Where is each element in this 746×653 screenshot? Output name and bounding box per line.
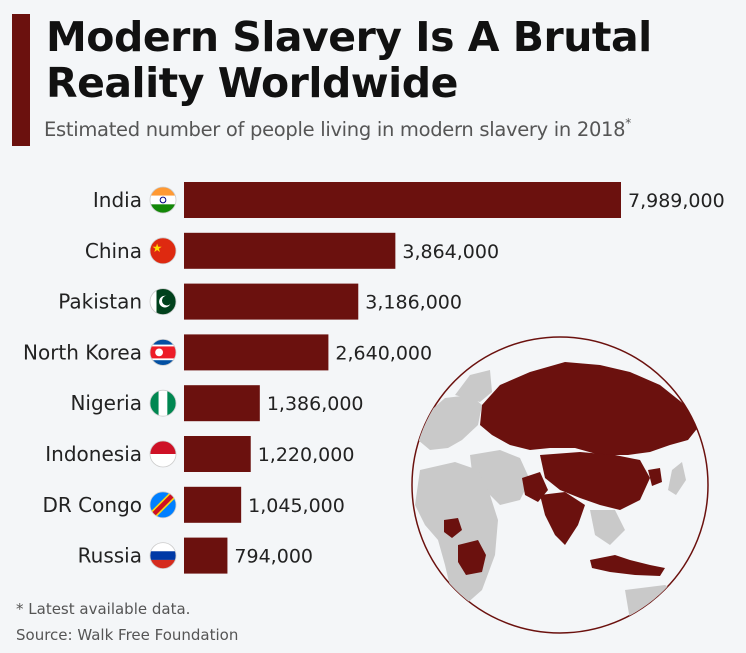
china-flag-icon: ★: [149, 237, 177, 265]
map-land-nigeria: [444, 518, 462, 538]
bar-row: Russia 794,000: [78, 537, 313, 574]
value-label: 3,186,000: [365, 292, 462, 314]
subtitle-text: Estimated number of people living in mod…: [44, 118, 626, 141]
north-korea-flag-icon: [149, 338, 177, 366]
map-land-europe: [418, 395, 482, 450]
value-label: 7,989,000: [628, 190, 725, 212]
map-land-southeast-asia: [590, 510, 625, 545]
map-land-scandinavia: [455, 370, 492, 402]
category-label: Indonesia: [45, 442, 142, 466]
value-label: 1,386,000: [267, 393, 364, 415]
map-land-russia: [480, 362, 700, 455]
bar: [184, 283, 359, 320]
chart-subtitle: Estimated number of people living in mod…: [44, 116, 631, 141]
value-label: 2,640,000: [335, 342, 432, 364]
russia-flag-icon: [149, 542, 177, 569]
dr-congo-flag-icon: [149, 491, 177, 519]
bar-row: India 7,989,000: [93, 182, 725, 218]
bar-row: North Korea 2,640,000: [23, 334, 432, 371]
map-land-indonesia: [590, 555, 665, 576]
footnote: * Latest available data.: [16, 600, 191, 618]
bar: [184, 334, 329, 371]
bar-row: DR Congo 1,045,000: [43, 486, 345, 523]
svg-text:★: ★: [152, 241, 162, 255]
bar: [184, 537, 228, 574]
bar-row: Pakistan 3,186,000: [58, 283, 462, 320]
map-land-north-korea: [648, 468, 662, 486]
map-land-pakistan: [522, 472, 548, 502]
bar: [184, 436, 251, 472]
value-label: 1,045,000: [248, 495, 345, 517]
bar-row: China ★ 3,864,000: [85, 232, 499, 269]
value-label: 794,000: [234, 546, 313, 568]
map-land-japan: [668, 462, 686, 495]
map-land-middle-east: [470, 450, 530, 505]
category-label: India: [93, 188, 142, 212]
indonesia-flag-icon: [149, 440, 177, 468]
bar-row: Nigeria 1,386,000: [70, 385, 364, 422]
map-land-china: [540, 452, 650, 510]
value-label: 1,220,000: [258, 444, 355, 466]
title-accent-bar: [12, 14, 30, 146]
bar: [184, 232, 396, 269]
bar-row: Indonesia 1,220,000: [45, 436, 354, 472]
bar: [184, 182, 621, 218]
bar: [184, 486, 242, 523]
category-label: North Korea: [23, 340, 142, 364]
india-flag-icon: [149, 186, 177, 214]
category-label: DR Congo: [43, 493, 142, 517]
category-label: Pakistan: [58, 290, 142, 314]
pakistan-flag-icon: [149, 288, 177, 316]
subtitle-marker: *: [625, 116, 631, 130]
value-label: 3,864,000: [402, 241, 499, 263]
nigeria-flag-icon: [149, 389, 177, 417]
category-label: China: [85, 239, 142, 263]
category-label: Nigeria: [70, 391, 142, 415]
chart-title: Modern Slavery Is A Brutal Reality World…: [46, 13, 652, 107]
map-land-dr-congo: [458, 540, 486, 575]
map-land-india: [540, 492, 585, 545]
source-note: Source: Walk Free Foundation: [16, 626, 239, 644]
bar: [184, 385, 260, 422]
map-land-australia: [625, 585, 690, 633]
category-label: Russia: [78, 544, 142, 568]
world-map-globe: [411, 336, 709, 634]
